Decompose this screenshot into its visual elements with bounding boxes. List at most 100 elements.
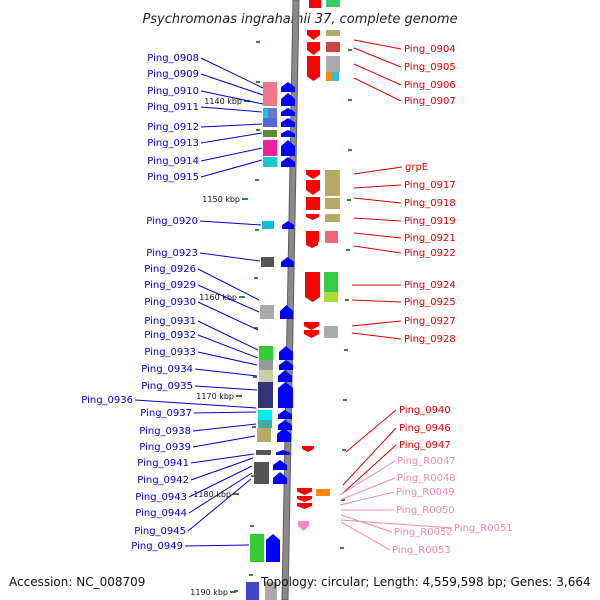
label-connector-line (200, 57, 264, 89)
major-tick-mark (239, 296, 245, 298)
rna-gene-label: Ping_R0050 (396, 505, 455, 516)
gene-block (263, 130, 277, 137)
gene-label-left: Ping_0914 (147, 156, 199, 167)
label-connector-line (345, 409, 397, 453)
label-connector-line (197, 320, 259, 351)
rna-gene-label: Ping_R0048 (397, 473, 456, 484)
label-connector-line (193, 411, 257, 414)
gene-block (246, 582, 259, 600)
gene-block (325, 214, 340, 222)
map-title: Psychromonas ingrahamii 37, complete gen… (142, 12, 457, 27)
label-connector-line (353, 245, 402, 254)
gene-label-right: Ping_0940 (399, 405, 451, 416)
gene-arrow-up (278, 420, 292, 430)
gene-label-right: Ping_0904 (404, 44, 456, 55)
gene-arrow-up (277, 428, 291, 442)
gene-arrow-up (273, 460, 287, 470)
label-connector-line (194, 368, 258, 377)
tick-label: 1190 kbp (190, 588, 228, 597)
gene-block (306, 197, 320, 210)
gene-block (324, 292, 338, 302)
label-connector-line (342, 427, 397, 486)
scale-dash-21 (340, 547, 344, 549)
gene-block (306, 231, 319, 242)
gene-arrow-down (307, 72, 320, 81)
gene-block (268, 108, 277, 118)
scale-dash-4 (256, 129, 260, 131)
label-connector-line (188, 465, 253, 498)
label-connector-line (200, 132, 263, 144)
rna-gene-label: Ping_R0049 (396, 487, 455, 498)
gene-block (316, 489, 330, 496)
label-connector-line (192, 423, 257, 432)
rna-gene-labels: Ping_R0047 Ping_R0048 Ping_R0049 Ping_R0050… (392, 456, 513, 556)
label-connector-line (353, 184, 402, 189)
gene-arrow-down (298, 521, 309, 531)
scale-dash-22 (249, 574, 253, 576)
label-connector-line (200, 159, 263, 178)
label-connector-line (353, 63, 402, 86)
gene-block (265, 582, 277, 600)
scale-dash-6 (255, 179, 259, 181)
gene-arrow-up (281, 130, 295, 137)
scale-dash-14 (253, 376, 257, 378)
scale-ticks: 1140 kbp 1150 kbp 1160 kbp 1170 kbp 1180 kbp… (190, 41, 352, 597)
scale-dash-10 (254, 277, 258, 279)
gene-arrow-down (306, 170, 320, 179)
gene-arrow-up (279, 360, 293, 370)
scale-dash-0 (256, 41, 260, 43)
scale-dash-9 (346, 249, 350, 251)
gene-arrow-down (307, 30, 320, 40)
label-connector-line (187, 478, 252, 532)
gene-block (259, 346, 273, 360)
gene-label-left: Ping_0944 (135, 508, 187, 519)
rna-connector-line (340, 514, 393, 533)
gene-label-left: Ping_0911 (147, 102, 199, 113)
gene-label-left: Ping_0920 (146, 216, 198, 227)
scale-dash-13 (344, 349, 348, 351)
gene-label-right: Ping_0922 (404, 248, 456, 259)
gene-label-left: Ping_0915 (147, 172, 199, 183)
gene-label-left: Ping_0945 (134, 526, 186, 537)
gene-label-left: Ping_0930 (144, 297, 196, 308)
label-connector-line (190, 457, 254, 481)
rna-connector-line (340, 521, 391, 551)
gene-label-left: Ping_0949 (131, 541, 183, 552)
label-connector-line (353, 217, 402, 222)
major-tick-mark (230, 591, 236, 593)
gene-block (326, 0, 340, 7)
rna-connector-line (339, 460, 396, 496)
major-tick-mark (236, 395, 242, 397)
label-connector-line (197, 268, 260, 301)
label-connector-line (184, 544, 250, 547)
gene-label-right: Ping_0921 (404, 233, 456, 244)
label-connector-line (197, 351, 258, 366)
gene-arrow-up (266, 534, 280, 562)
gene-block (324, 326, 338, 338)
label-connector-line (200, 106, 263, 113)
tick-label: 1170 kbp (196, 392, 234, 401)
label-connector-line (351, 320, 402, 327)
label-connector-line (353, 197, 402, 204)
scale-dash-16 (252, 426, 256, 428)
label-connector-line (197, 334, 259, 359)
label-connector-line (200, 147, 263, 162)
gene-block (261, 257, 274, 267)
gene-arrow-down (302, 446, 314, 452)
gene-label-right: Ping_0918 (404, 198, 456, 209)
gene-label-left: Ping_0938 (139, 426, 191, 437)
gene-label-left: Ping_0908 (147, 53, 199, 64)
label-connector-line (353, 232, 402, 239)
gene-label-left: Ping_0931 (144, 316, 196, 327)
gene-arrow-up (281, 93, 295, 106)
gene-block (262, 221, 274, 229)
gene-label-right: Ping_0924 (404, 280, 456, 291)
gene-label-left: Ping_0941 (137, 458, 189, 469)
gene-label-left: Ping_0926 (144, 264, 196, 275)
gene-label-left: Ping_0923 (146, 248, 198, 259)
left-gene-labels: Ping_0908 Ping_0909 Ping_0910 Ping_0911 Ping… (81, 53, 199, 552)
gene-label-left: Ping_0936 (81, 395, 133, 406)
label-connector-line (351, 299, 402, 303)
right-gene-labels: Ping_0904 Ping_0905 Ping_0906 Ping_0907 grpE… (399, 44, 456, 451)
